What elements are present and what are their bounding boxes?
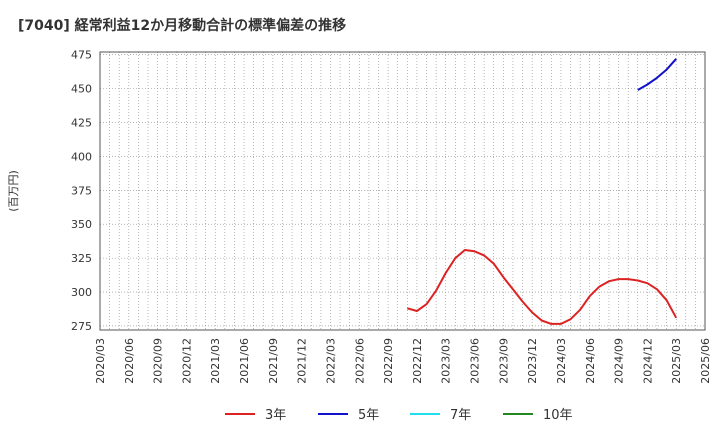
y-tick-label: 450 (71, 83, 92, 96)
x-tick-label: 2022/03 (324, 338, 337, 384)
legend: 3年 5年 7年 10年 (225, 408, 573, 423)
x-tick-label: 2024/03 (555, 338, 568, 384)
y-tick-label: 400 (71, 150, 92, 163)
x-tick-label: 2022/12 (411, 338, 424, 384)
x-tick-label: 2021/09 (267, 338, 280, 384)
x-axis: 2020/03 2020/06 2020/09 2020/12 2021/03 2021/… (94, 338, 712, 384)
x-tick-label: 2020/12 (180, 338, 193, 384)
x-tick-label: 2025/06 (699, 338, 712, 384)
x-tick-label: 2022/09 (382, 338, 395, 384)
y-tick-label: 375 (71, 184, 92, 197)
series-group (407, 58, 678, 325)
x-tick-label: 2023/03 (440, 338, 453, 384)
y-tick-label: 475 (71, 49, 92, 62)
legend-label: 5年 (358, 408, 379, 423)
y-tick-label: 300 (71, 286, 92, 299)
x-tick-label: 2022/06 (353, 338, 366, 384)
x-tick-label: 2020/06 (123, 338, 136, 384)
legend-label: 7年 (450, 408, 471, 423)
y-tick-label: 275 (71, 320, 92, 333)
y-tick-label: 350 (71, 218, 92, 231)
x-tick-label: 2023/09 (497, 338, 510, 384)
x-tick-label: 2023/06 (469, 338, 482, 384)
x-tick-label: 2020/09 (152, 338, 165, 384)
series-line-5年 (637, 58, 677, 91)
x-tick-label: 2024/09 (613, 338, 626, 384)
plot-frame (99, 51, 706, 331)
x-tick-label: 2024/12 (641, 338, 654, 384)
y-tick-label: 325 (71, 252, 92, 265)
chart-title: [7040] 経常利益12か月移動合計の標準偏差の推移 (18, 18, 347, 34)
legend-label: 3年 (265, 408, 286, 423)
x-tick-label: 2021/12 (296, 338, 309, 384)
y-axis: 275 300 325 350 375 400 425 450 475 (71, 49, 92, 333)
x-tick-label: 2020/03 (94, 338, 107, 384)
y-tick-label: 425 (71, 117, 92, 130)
legend-label: 10年 (543, 408, 573, 423)
series-line-3年 (407, 249, 678, 325)
x-tick-label: 2021/06 (238, 338, 251, 384)
y-axis-label: (百万円) (7, 170, 20, 212)
x-tick-label: 2021/03 (209, 338, 222, 384)
grid (99, 52, 706, 330)
x-tick-label: 2024/06 (584, 338, 597, 384)
x-tick-label: 2025/03 (670, 338, 683, 384)
x-tick-label: 2023/12 (526, 338, 539, 384)
